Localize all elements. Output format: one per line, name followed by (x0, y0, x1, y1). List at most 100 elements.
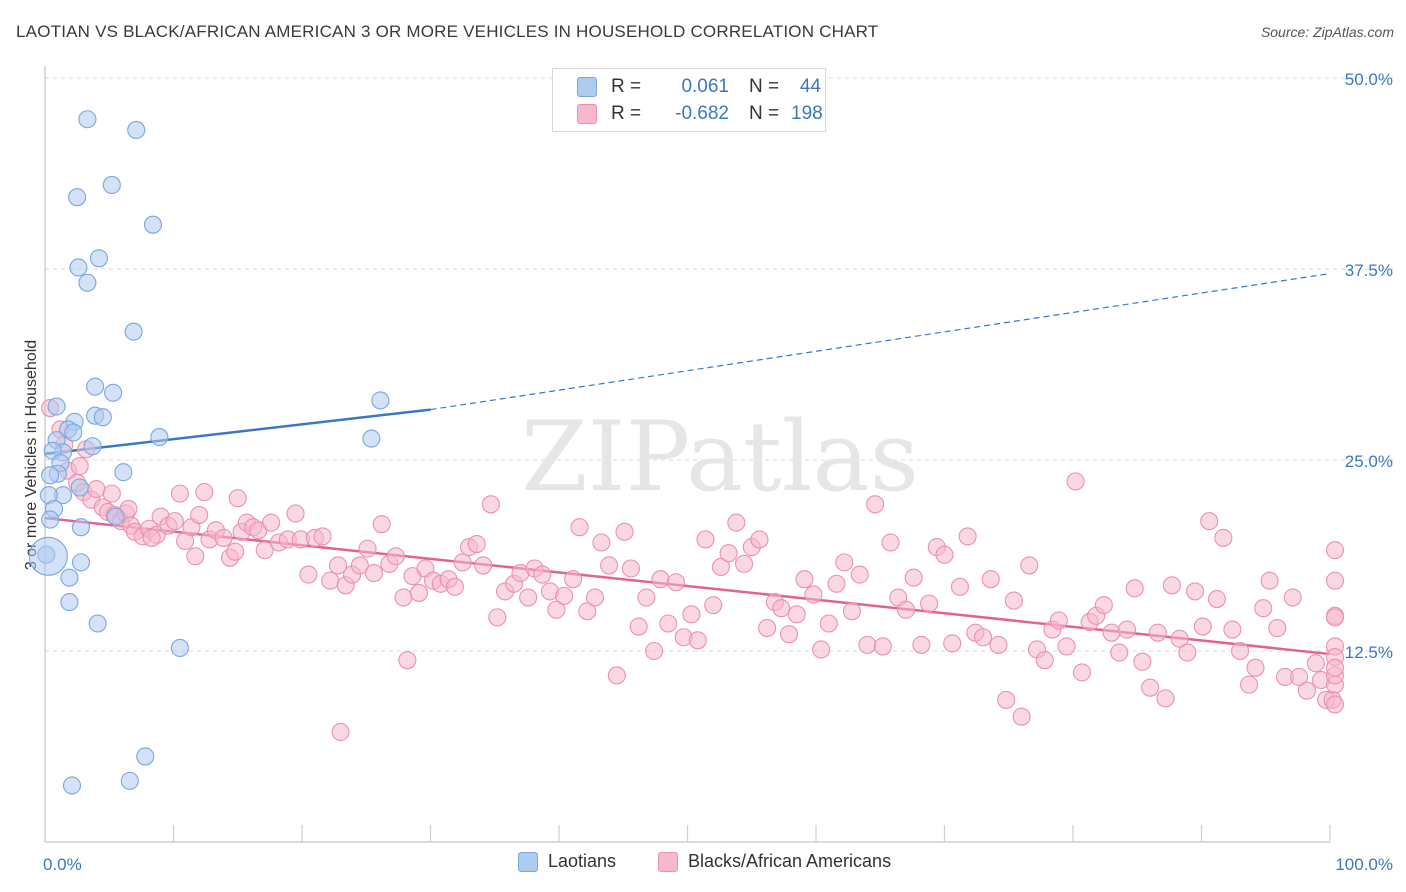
laotians-legend-swatch (518, 851, 538, 872)
laotian-point (60, 568, 79, 587)
black-point (920, 594, 939, 613)
stats-row-black: R = -0.682 N = 198 (577, 101, 823, 127)
black-point (629, 617, 648, 636)
laotians-swatch (577, 77, 597, 97)
series-legend: Laotians Blacks/African Americans (0, 851, 1406, 877)
black-point (555, 586, 574, 606)
black-point (1297, 681, 1316, 700)
black-point (547, 600, 566, 619)
laotian-point (93, 408, 112, 427)
laotian-point (136, 747, 155, 766)
black-point (299, 565, 318, 584)
black-point (570, 518, 589, 537)
black-point (858, 635, 877, 654)
n-value: 198 (791, 103, 823, 124)
black-point (1223, 620, 1242, 639)
black-point (1004, 591, 1023, 610)
r-label: R = (611, 103, 642, 124)
laotian-point (88, 614, 107, 633)
black-point (398, 651, 417, 670)
black-point (1186, 582, 1205, 601)
black-point (313, 527, 332, 546)
black-point (615, 522, 634, 541)
laotian-point (47, 397, 66, 416)
black-point (935, 545, 954, 564)
black-point (1246, 658, 1265, 677)
laotian-point (62, 776, 82, 795)
black-point (1170, 629, 1189, 648)
black-point (651, 570, 670, 589)
black-point (600, 556, 619, 575)
y-tick-label: 37.5% (1345, 261, 1393, 280)
y-tick-label: 12.5% (1345, 643, 1393, 662)
black-point (866, 495, 885, 514)
black-point (1117, 620, 1137, 639)
black-point (386, 547, 405, 566)
black-point (842, 602, 862, 621)
x-tick-label: 0.0% (43, 855, 82, 874)
black-point (1239, 675, 1259, 694)
black-point (1260, 571, 1279, 590)
laotian-point (78, 273, 97, 292)
black-point (474, 556, 493, 575)
legend-label: Blacks/African Americans (688, 851, 892, 871)
r-value: 0.061 (681, 76, 729, 97)
laotian-point (143, 215, 162, 234)
black-point (190, 505, 209, 525)
black-point (1156, 689, 1175, 708)
black-point (779, 625, 799, 644)
black-point (372, 515, 391, 534)
n-label: N = (749, 76, 780, 97)
laotian-point (28, 536, 68, 576)
black-point (750, 530, 769, 549)
y-tick-label: 25.0% (1345, 452, 1393, 471)
black-point (1283, 588, 1302, 607)
black-point (1306, 654, 1325, 673)
legend-label: Laotians (548, 851, 617, 871)
black-point (637, 588, 656, 607)
source-label: Source: ZipAtlas.com (1260, 24, 1394, 40)
black-point (1133, 652, 1152, 671)
black-point (989, 635, 1008, 654)
black-point (696, 530, 715, 549)
black-point (358, 539, 377, 558)
black-point (812, 640, 831, 659)
black-point (564, 570, 583, 589)
black-point (1049, 611, 1068, 630)
laotian-point (362, 429, 381, 448)
black-point (585, 588, 605, 607)
black-point (711, 557, 730, 577)
black-point (1325, 571, 1345, 590)
black-point (835, 553, 854, 572)
legend-item-black[interactable]: Blacks/African Americans (658, 851, 891, 872)
black-point (1057, 637, 1076, 656)
black-point (255, 541, 274, 560)
watermark: ZIPatlas (521, 401, 919, 513)
black-point (331, 722, 350, 742)
legend-item-laotians[interactable]: Laotians (518, 851, 616, 872)
black-point (328, 556, 348, 575)
black-point (682, 605, 701, 624)
black-point (607, 666, 626, 685)
tick-labels: 12.5% 25.0% 37.5% 50.0% 0.0% 100.0% (43, 70, 1393, 874)
black-point (519, 588, 538, 607)
black-point (1148, 623, 1167, 642)
black-point (958, 527, 977, 546)
laotian-point (68, 188, 87, 207)
laotian-point (71, 553, 91, 572)
black-point (881, 533, 900, 552)
black-point (1325, 608, 1345, 627)
black-point (87, 479, 106, 499)
black-point (142, 528, 161, 547)
black-point (364, 564, 384, 583)
black-point (943, 634, 962, 653)
black-point (165, 512, 184, 531)
black-point (997, 690, 1016, 709)
black-point (850, 565, 869, 584)
black-point (719, 544, 738, 563)
black-point (896, 600, 916, 619)
black-point (1200, 512, 1219, 531)
black-point (286, 504, 305, 523)
black-point (1325, 541, 1345, 560)
black-point (1325, 695, 1345, 714)
